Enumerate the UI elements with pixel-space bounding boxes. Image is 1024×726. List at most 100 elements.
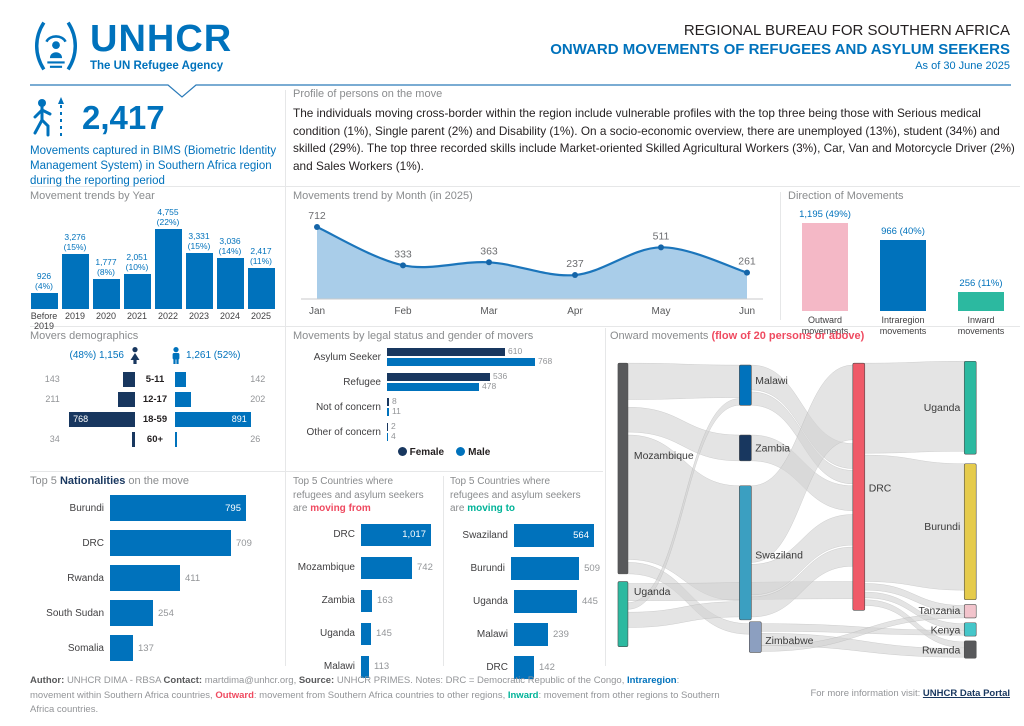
sankey-node [963, 604, 977, 619]
bar [154, 229, 182, 309]
female-total: (48%) 1,156 [70, 347, 141, 364]
male-value: 478 [482, 381, 497, 392]
footer-part: Contact: [163, 675, 205, 686]
divider [605, 328, 606, 666]
male-bar [387, 407, 389, 416]
top5-bar-row: Burundi 509 [450, 556, 600, 580]
legend-female: Female [397, 447, 444, 458]
category-label: DRC [82, 537, 104, 549]
legal-status-panel: Movements by legal status and gender of … [293, 330, 595, 458]
sankey-node [963, 360, 977, 455]
svg-text:363: 363 [480, 245, 498, 257]
sankey-node [617, 581, 629, 647]
divider [30, 471, 603, 472]
bar [110, 530, 231, 556]
demographics-row: 34 60+ 26 [30, 431, 280, 447]
header-divider [30, 84, 1011, 98]
svg-text:May: May [652, 306, 671, 317]
age-group-label: 60+ [146, 433, 164, 445]
data-portal-link[interactable]: UNHCR Data Portal [922, 688, 1010, 699]
moving-from-panel: Top 5 Countries where refugees and asylu… [293, 475, 439, 689]
legal-status-row: Other of concern 2 4 [293, 422, 595, 442]
category-label: Malawi [476, 628, 508, 640]
svg-text:237: 237 [566, 258, 584, 270]
bar-value-label: 256 (11%) [959, 278, 1003, 289]
male-bar [174, 431, 177, 447]
year-bar-group: 2,417 (11%) 2025 [247, 207, 275, 331]
svg-text:Apr: Apr [567, 306, 583, 317]
female-bar [387, 347, 505, 356]
top5-bar-row: Burundi 795 [30, 495, 280, 521]
moving-to-title: Top 5 Countries where refugees and asylu… [450, 476, 581, 514]
top5-bar-row: South Sudan 254 [30, 600, 280, 626]
bar-value-label: 254 [158, 607, 174, 619]
bar: 564 [514, 523, 594, 547]
svg-text:Jun: Jun [739, 306, 755, 317]
male-value: 142 [250, 374, 266, 384]
more-info-text: For more information visit: [810, 688, 923, 699]
sankey-node [739, 364, 752, 406]
female-value: 2 [391, 421, 396, 432]
bar-value-label: 145 [376, 628, 392, 639]
bar-value-label: 239 [553, 628, 569, 640]
sankey-flow [627, 362, 740, 400]
bar [514, 589, 577, 613]
female-bar [387, 372, 490, 381]
bar [30, 293, 58, 309]
demographics-row: 211 12-17 202 [30, 391, 280, 407]
unhcr-logo: UNHCR The UN Refugee Agency [30, 10, 232, 82]
male-bar [174, 371, 186, 387]
sankey-title-accent: (flow of 20 persons or above) [711, 330, 865, 342]
bar-value-label: 3,036 (14%) [218, 236, 242, 257]
sankey-flow [761, 612, 965, 652]
x-axis-label: 2023 [188, 311, 210, 321]
x-axis-label: Outward movements [801, 315, 849, 336]
sankey-node-label: Kenya [931, 625, 961, 636]
sankey-node [852, 362, 866, 611]
footer-part: : movement within Southern Africa countr… [30, 675, 680, 701]
bar [958, 292, 1004, 311]
legal-status-legend: Female Male [293, 447, 595, 458]
male-bar [387, 357, 535, 366]
bar-value-label: 966 (40%) [881, 226, 925, 237]
female-value: 34 [49, 434, 60, 444]
bar [185, 253, 213, 309]
category-label: Burundi [69, 502, 104, 514]
top5-bar-row: DRC 709 [30, 530, 280, 556]
sankey-node-label: Zimbabwe [765, 636, 813, 647]
bar [110, 565, 180, 591]
person-on-move-icon [33, 97, 64, 137]
female-value: 610 [508, 346, 523, 357]
report-date: As of 30 June 2025 [915, 60, 1010, 72]
profile-body: The individuals moving cross-border with… [293, 106, 1015, 174]
sankey-title: Onward movements (flow of 20 persons or … [610, 330, 865, 342]
nationalities-panel: Top 5 Nationalities on the move Burundi 7… [30, 475, 280, 670]
demographics-row: 768 18-59 891 [30, 411, 280, 427]
svg-text:511: 511 [653, 230, 670, 242]
footer-part: Notes: DRC = Democratic Republic of the … [415, 675, 627, 686]
top5-bar-row: Uganda 145 [293, 622, 439, 645]
key-figure-value: 2,417 [82, 99, 165, 136]
male-value: 768 [538, 356, 553, 367]
bar [514, 655, 534, 679]
footer-part: Intraregion [626, 675, 677, 686]
bar-value-label: 1,017 [402, 529, 426, 540]
year-bar-group: 926 (4%) Before 2019 [30, 207, 58, 331]
year-bar-group: 4,755 (22%) 2022 [154, 207, 182, 331]
sankey-node-label: Swaziland [755, 551, 803, 562]
female-bar: 768 [69, 411, 136, 427]
female-icon [130, 347, 140, 364]
footer-part: martdima@unhcr.org, [204, 675, 299, 686]
category-label: Asylum Seeker [313, 351, 381, 363]
demographics-pyramid: 143 5-11 142 211 12-17 202 768 18-59 891 34 60+ 26 [30, 371, 280, 447]
bar: 795 [110, 495, 246, 521]
year-bar-group: 2,051 (10%) 2021 [123, 207, 151, 331]
direction-bar-group: 966 (40%) Intraregion movements [871, 207, 935, 337]
nationalities-chart: Burundi 795 DRC 709 Rwanda 411 South Sudan 254 S… [30, 495, 280, 661]
footer-part: UNHCR PRIMES. [336, 675, 416, 686]
footer-more-info: For more information visit: UNHCR Data P… [810, 688, 1010, 699]
bar [216, 258, 244, 309]
sankey-node-label: Mozambique [634, 451, 694, 462]
bar [247, 268, 275, 309]
